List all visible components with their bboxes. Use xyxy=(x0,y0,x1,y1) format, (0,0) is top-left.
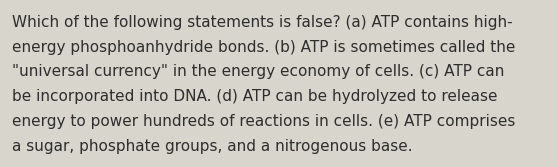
Text: energy phosphoanhydride bonds. (b) ATP is sometimes called the: energy phosphoanhydride bonds. (b) ATP i… xyxy=(12,40,516,55)
Text: energy to power hundreds of reactions in cells. (e) ATP comprises: energy to power hundreds of reactions in… xyxy=(12,114,516,129)
Text: a sugar, phosphate groups, and a nitrogenous base.: a sugar, phosphate groups, and a nitroge… xyxy=(12,139,413,154)
Text: "universal currency" in the energy economy of cells. (c) ATP can: "universal currency" in the energy econo… xyxy=(12,64,504,79)
Text: Which of the following statements is false? (a) ATP contains high-: Which of the following statements is fal… xyxy=(12,15,513,30)
Text: be incorporated into DNA. (d) ATP can be hydrolyzed to release: be incorporated into DNA. (d) ATP can be… xyxy=(12,89,498,104)
